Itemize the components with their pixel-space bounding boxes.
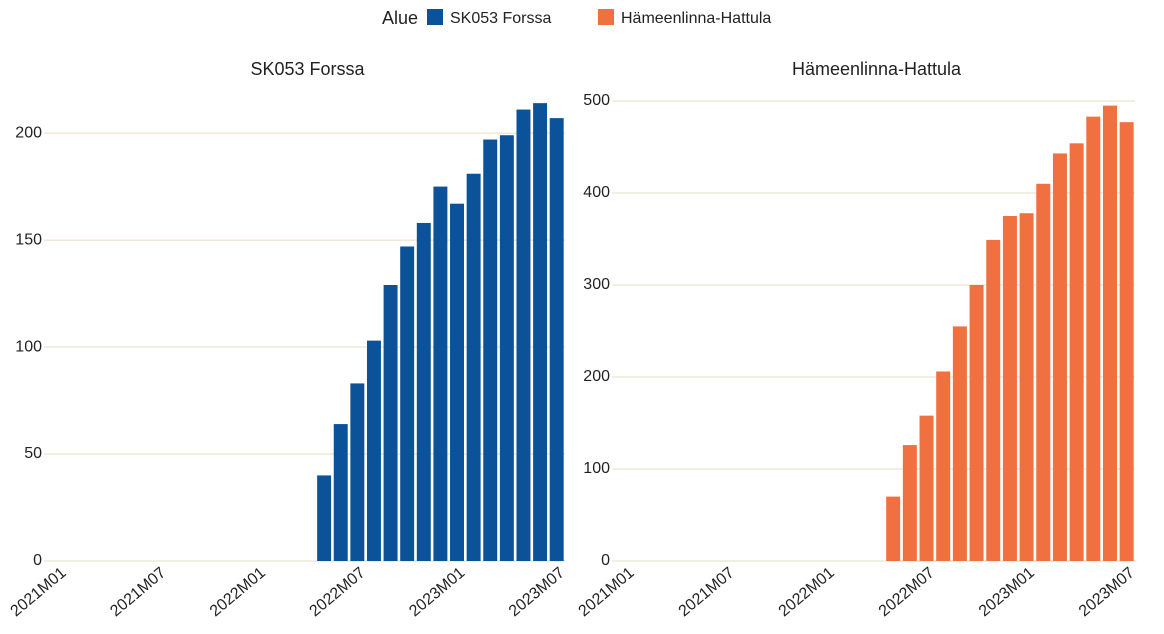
bar bbox=[919, 415, 934, 561]
x-tick-label: 2022M07 bbox=[307, 564, 369, 620]
x-tick-label: 2023M07 bbox=[1076, 564, 1138, 620]
bar bbox=[416, 222, 431, 561]
chart-title: Hämeenlinna-Hattula bbox=[792, 59, 962, 79]
bar bbox=[333, 424, 348, 561]
x-tick-label: 2023M07 bbox=[506, 564, 568, 620]
bar bbox=[383, 285, 398, 561]
bar bbox=[533, 103, 548, 562]
bar bbox=[483, 139, 498, 561]
x-tick-label: 2021M07 bbox=[107, 564, 169, 620]
legend-title: Alue bbox=[382, 8, 418, 28]
legend-label: Hämeenlinna-Hattula bbox=[621, 10, 771, 27]
bar bbox=[433, 186, 448, 561]
x-tick-label: 2021M07 bbox=[676, 564, 738, 620]
bar bbox=[952, 326, 967, 561]
bar bbox=[1036, 183, 1051, 562]
bar bbox=[1086, 116, 1101, 561]
y-tick-label: 0 bbox=[33, 552, 42, 569]
bar bbox=[317, 475, 332, 561]
x-tick-label: 2023M01 bbox=[976, 564, 1038, 620]
y-tick-label: 400 bbox=[583, 184, 610, 201]
x-tick-label: 2021M01 bbox=[576, 564, 638, 620]
bar bbox=[1069, 143, 1084, 561]
legend-label: SK053 Forssa bbox=[450, 10, 551, 27]
bar bbox=[516, 109, 531, 561]
bar bbox=[450, 203, 464, 561]
x-tick-label: 2023M01 bbox=[406, 564, 468, 620]
bar bbox=[1119, 122, 1134, 561]
x-tick-label: 2022M01 bbox=[207, 564, 269, 620]
x-tick-label: 2022M07 bbox=[876, 564, 938, 620]
bar bbox=[466, 173, 481, 561]
bar bbox=[969, 285, 984, 561]
chart-title: SK053 Forssa bbox=[250, 59, 365, 79]
x-tick-label: 2021M01 bbox=[8, 564, 70, 620]
bar bbox=[902, 445, 917, 561]
x-tick-label: 2022M01 bbox=[776, 564, 838, 620]
bar bbox=[350, 383, 365, 561]
y-tick-label: 0 bbox=[601, 552, 610, 569]
bar bbox=[1019, 213, 1034, 562]
y-tick-label: 200 bbox=[15, 124, 42, 141]
y-tick-label: 300 bbox=[583, 276, 610, 293]
y-tick-label: 150 bbox=[15, 231, 42, 248]
bar bbox=[549, 118, 564, 562]
bar bbox=[1102, 105, 1117, 561]
y-tick-label: 100 bbox=[15, 338, 42, 355]
bar bbox=[986, 239, 1001, 562]
bar bbox=[400, 246, 415, 561]
y-tick-label: 100 bbox=[583, 460, 610, 477]
bar bbox=[1052, 153, 1067, 561]
y-tick-label: 200 bbox=[583, 368, 610, 385]
legend-swatch bbox=[427, 9, 443, 25]
bar bbox=[499, 135, 514, 562]
bar bbox=[886, 496, 901, 561]
bar bbox=[936, 371, 951, 561]
y-tick-label: 500 bbox=[583, 92, 610, 109]
bar bbox=[1002, 216, 1017, 561]
legend-swatch bbox=[598, 9, 614, 25]
y-tick-label: 50 bbox=[24, 445, 42, 462]
bar bbox=[366, 340, 381, 561]
